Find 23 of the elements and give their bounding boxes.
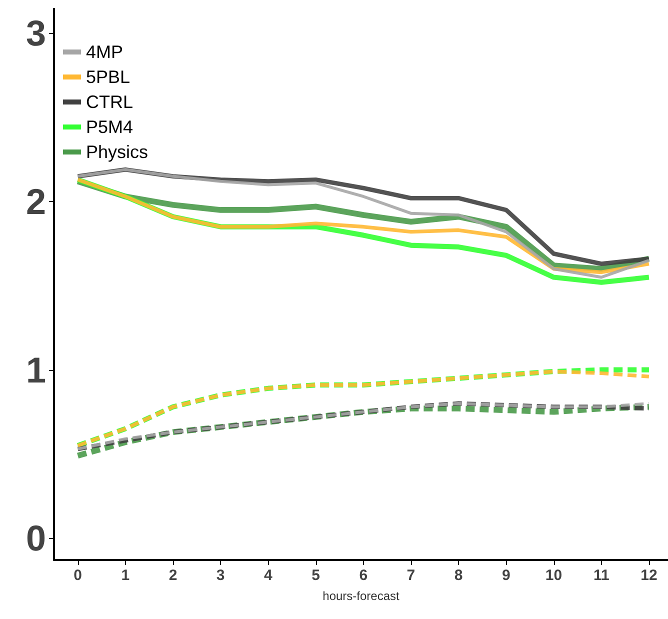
legend-label: P5M4	[86, 117, 134, 137]
legend-label: Physics	[86, 142, 148, 162]
legend-label: 4MP	[86, 42, 124, 62]
y-tick-label: 3	[26, 12, 46, 54]
x-tick-label: 7	[406, 567, 416, 584]
x-tick-label: 12	[640, 567, 658, 584]
x-axis-title: hours-forecast	[322, 589, 400, 603]
x-tick-label: 5	[312, 567, 320, 584]
y-tick-label: 1	[26, 349, 46, 390]
legend-label: 5PBL	[86, 67, 130, 87]
x-tick-label: 2	[168, 567, 178, 584]
x-tick-label: 1	[121, 567, 130, 584]
x-tick-label: 4	[264, 567, 274, 584]
x-tick-label: 9	[502, 567, 510, 584]
y-tick-label: 2	[26, 181, 46, 222]
x-tick-label: 10	[545, 567, 562, 584]
x-tick-label: 6	[359, 567, 368, 584]
x-tick-label: 8	[454, 567, 463, 584]
y-tick-label: 0	[26, 518, 46, 559]
x-tick-label: 0	[74, 567, 82, 584]
x-tick-label: 3	[216, 567, 225, 584]
x-tick-label: 11	[593, 567, 610, 584]
legend-label: CTRL	[86, 92, 134, 112]
